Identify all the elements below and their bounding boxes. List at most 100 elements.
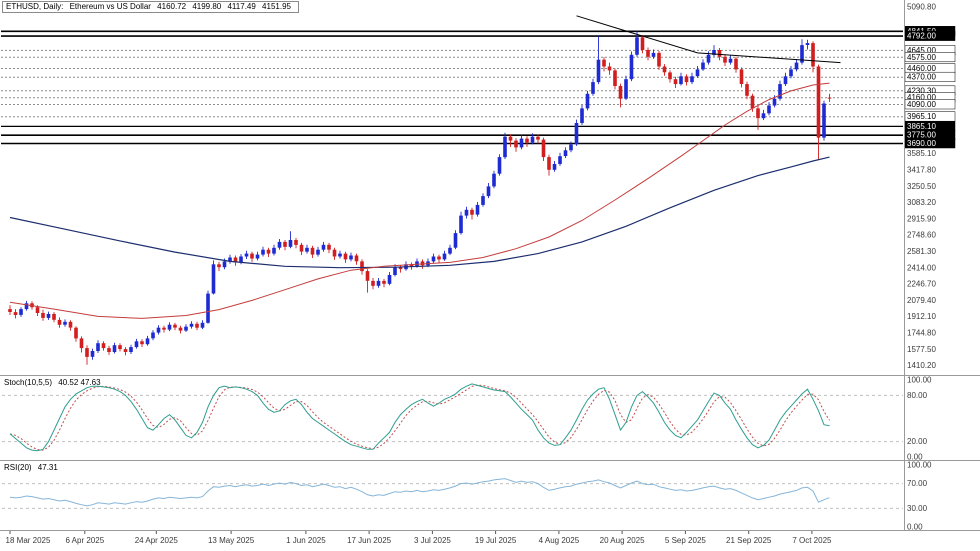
candle-body-up (530, 136, 535, 143)
candle-body-up (679, 76, 683, 85)
candle-body-down (140, 341, 144, 345)
candle-body-down (640, 37, 645, 50)
candle-body-up (90, 351, 95, 357)
candle-body-up (596, 59, 601, 83)
descending-trendline[interactable] (576, 15, 841, 64)
candle-body-up (486, 186, 491, 197)
price-level-label: 4090.00 (907, 100, 936, 109)
candle-body-up (728, 58, 733, 63)
candle-body-up (800, 45, 804, 63)
candle-body-down (35, 307, 40, 313)
price-axis-label: 2748.60 (907, 231, 936, 240)
candle-body-down (717, 50, 722, 57)
candle-body-down (547, 157, 551, 170)
price-axis-label: 2915.90 (907, 214, 936, 223)
candle-body-down (283, 241, 287, 247)
candle-body-down (536, 136, 540, 140)
rsi-panel-axis-label: 100.00 (907, 461, 932, 470)
candle-body-down (756, 108, 760, 119)
price-level-label: 3690.00 (907, 139, 936, 148)
candle-body-up (393, 267, 397, 275)
date-label: 3 Jul 2025 (414, 536, 451, 545)
price-axis-label: 3250.50 (907, 182, 936, 191)
candle-body-down (365, 271, 370, 281)
stoch-panel-axis-label: 80.00 (907, 391, 928, 400)
rsi-panel: 100.00 70.00 30.00 0.00 (2, 461, 932, 532)
candle-body-down (41, 313, 45, 318)
candle-body-up (96, 343, 100, 351)
candle-body-up (789, 69, 793, 77)
candle-body-down (646, 50, 650, 57)
candle-body-down (233, 257, 238, 263)
candle-body-down (437, 256, 441, 260)
candle-body-up (492, 173, 496, 187)
date-axis[interactable]: 18 Mar 2025 6 Apr 2025 24 Apr 2025 13 May 2… (6, 531, 832, 545)
candle-body-up (63, 321, 67, 325)
quote-low: 4117.49 (227, 2, 256, 11)
candle-body-up (464, 209, 469, 216)
candle-body-down (57, 319, 62, 325)
price-level-label: 4645.00 (907, 46, 936, 55)
date-label: 7 Oct 2025 (792, 536, 832, 545)
candle-body-up (129, 347, 133, 352)
candle-body-up (46, 314, 51, 318)
candle-body-up (552, 164, 557, 170)
candle-body-up (712, 50, 716, 55)
candle-body-up (481, 196, 485, 205)
candle-body-down (739, 69, 744, 84)
candle-body-down (618, 86, 623, 99)
candle-body-up (228, 257, 232, 262)
candle-body-up (459, 215, 463, 234)
candle-body-up (24, 303, 29, 310)
candle-body-down (816, 66, 821, 138)
date-label: 13 May 2025 (208, 536, 255, 545)
candle-body-up (239, 256, 243, 263)
candle-body-up (767, 105, 771, 114)
candle-body-up (772, 98, 777, 106)
candle-body-down (657, 52, 661, 67)
candle-body-down (123, 349, 128, 352)
candle-body-up (558, 156, 562, 164)
candle-body-down (13, 312, 18, 315)
candle-body-up (805, 43, 810, 45)
candle-body-down (343, 253, 348, 260)
date-label: 20 Aug 2025 (600, 536, 645, 545)
candle-body-up (706, 54, 711, 63)
price-level-label: 4792.00 (907, 32, 936, 41)
candle-body-down (668, 72, 672, 80)
rsi-line (9, 478, 830, 507)
candle-body-up (448, 247, 452, 254)
candle-body-down (107, 348, 111, 352)
candle-body-up (629, 54, 634, 80)
price-axis-label: 2581.30 (907, 247, 936, 256)
candle-body-up (145, 338, 150, 345)
price-axis-label: 1744.80 (907, 329, 936, 338)
candle-body-down (750, 95, 755, 109)
candle-body-down (613, 70, 617, 86)
candle-body-up (261, 249, 265, 255)
rsi-name: RSI(20) (4, 463, 32, 472)
candle-body-down (602, 59, 606, 67)
price-axis-label: 2246.70 (907, 280, 936, 289)
candle-body-up (695, 69, 700, 77)
candle-body-up (591, 82, 595, 94)
chart-description: Ethereum vs US Dollar (69, 2, 151, 11)
candle-body-up (167, 324, 172, 330)
candle-body-up (580, 108, 584, 123)
candle-body-down (101, 343, 106, 349)
candle-body-down (310, 247, 315, 255)
candle-body-down (673, 79, 678, 85)
ma-fast-line[interactable] (9, 82, 830, 319)
ma-slow-line[interactable] (9, 156, 830, 269)
candles (8, 31, 832, 365)
candle-body-down (266, 249, 271, 254)
price-levels[interactable] (1, 30, 903, 145)
candle-body-down (420, 261, 425, 266)
candle-body-up (200, 322, 205, 328)
date-label: 1 Jun 2025 (286, 536, 326, 545)
candle-body-up (156, 327, 161, 333)
candle-body-down (354, 255, 359, 262)
price-axis[interactable]: 5090.80 3585.10 3417.80 3250.50 3083.20 2915.… (904, 3, 956, 371)
